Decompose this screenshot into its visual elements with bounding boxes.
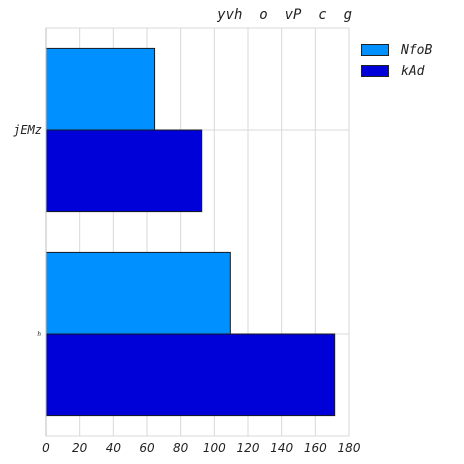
legend-label-series-0: NfoB (401, 42, 433, 58)
x-tick-label-9: 180 (338, 441, 361, 455)
bars (45, 47, 336, 417)
legend-item-series-1: kAd (361, 61, 432, 81)
x-tick-label-3: 60 (139, 441, 155, 455)
legend-item-series-0: NfoB (361, 40, 432, 60)
x-axis-ticks: 0 20 40 60 80 100 120 140 160 180 (42, 441, 361, 455)
x-tick-label-0: 0 (42, 441, 50, 455)
legend-label-series-1: kAd (401, 63, 425, 79)
x-tick-label-7: 140 (270, 441, 293, 455)
x-tick-label-1: 20 (72, 441, 88, 455)
bar-kAd-h (45, 333, 336, 417)
legend: NfoB kAd (361, 40, 432, 82)
chart-title: yvh o vP c g (217, 7, 352, 23)
legend-swatch-series-0 (361, 44, 389, 56)
bar-kAd-jEMz (45, 129, 203, 213)
bar-NfoB-h (45, 251, 231, 335)
x-tick-label-5: 100 (203, 441, 226, 455)
bar-NfoB-jEMz (45, 47, 156, 131)
x-tick-label-4: 80 (173, 441, 189, 455)
plot-frame (45, 27, 350, 437)
legend-swatch-series-1 (361, 65, 389, 77)
x-tick-label-6: 120 (237, 441, 260, 455)
x-tick-label-8: 160 (304, 441, 327, 455)
y-axis-ticks: jEMz h (13, 123, 42, 338)
x-tick-label-2: 40 (106, 441, 122, 455)
category-label-1: h (37, 331, 41, 338)
category-label-0: jEMz (13, 123, 42, 137)
